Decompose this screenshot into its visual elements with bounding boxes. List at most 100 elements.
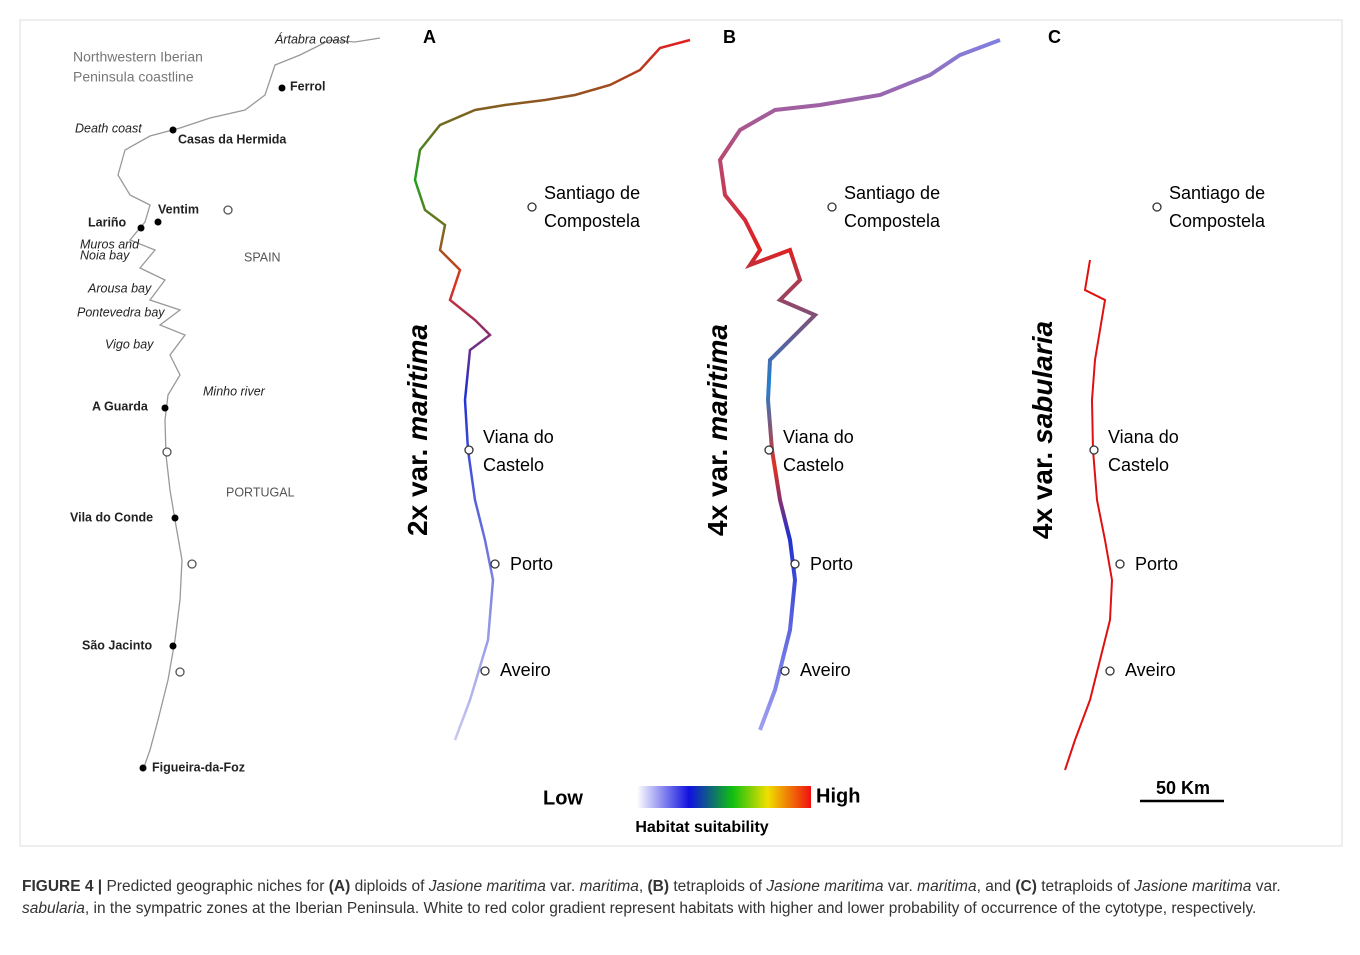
city-label: Castelo [783, 455, 844, 475]
city-label: Aveiro [1125, 660, 1176, 680]
city-label: Compostela [844, 211, 941, 231]
panel-title: 4x var. sabularia [1027, 321, 1058, 539]
caption-segment: var. [883, 878, 918, 895]
city-label: Santiago de [544, 183, 640, 203]
map-label: Vigo bay [105, 337, 154, 351]
city-circle [780, 666, 790, 676]
city-circle [175, 667, 185, 677]
panel-label: C [1048, 27, 1061, 47]
town-dot [139, 764, 147, 772]
figure-frame [19, 19, 1343, 847]
map-label: Death coast [75, 121, 142, 135]
map-label: Minho river [203, 384, 266, 398]
city-label: Viana do [783, 427, 854, 447]
legend-low: Low [543, 787, 583, 809]
panel-label: A [423, 27, 436, 47]
city-label: Santiago de [844, 183, 940, 203]
map-label: Pontevedra bay [77, 305, 165, 319]
city-label: Viana do [1108, 427, 1179, 447]
city-circle [764, 445, 774, 455]
caption-segment: FIGURE 4 | [22, 878, 103, 895]
caption-segment: diploids of [350, 878, 429, 895]
map-label: Ventim [158, 202, 199, 216]
legend-high: High [816, 785, 860, 807]
map-label: SPAIN [244, 250, 281, 264]
panel-title: 4x var. maritima [702, 324, 733, 536]
map-label: A Guarda [92, 399, 149, 413]
map-label: Lariño [88, 215, 127, 229]
caption-segment: Jasione maritima [766, 878, 884, 895]
title-prefix: 4x var. [702, 449, 733, 536]
suitability-coast-a [413, 38, 691, 741]
town-dot [169, 126, 177, 134]
city-label: Porto [510, 554, 553, 574]
title-species: sabularia [1027, 321, 1058, 444]
town-dot [171, 514, 179, 522]
title-species: maritima [402, 324, 433, 441]
caption-segment: , [638, 878, 648, 895]
city-label: Aveiro [800, 660, 851, 680]
map-label: Ártabra coast [274, 31, 350, 46]
caption-segment: (A) [328, 878, 351, 895]
figure: Low High Habitat suitability 50 Km North… [19, 19, 1343, 847]
town-dot [161, 404, 169, 412]
city-circle [1152, 202, 1162, 212]
caption-segment: sabularia [22, 900, 85, 917]
caption-segment: tetraploids of [1036, 878, 1135, 895]
city-circle [1115, 559, 1125, 569]
city-label: Compostela [1169, 211, 1266, 231]
city-label: Aveiro [500, 660, 551, 680]
suitability-coast-c [1064, 259, 1114, 771]
map-label: PORTUGAL [226, 485, 295, 499]
city-circle [527, 202, 537, 212]
caption-segment: var. [1251, 878, 1281, 895]
city-circle [790, 559, 800, 569]
panel-title: 2x var. maritima [402, 324, 433, 536]
map-label: Muros and [80, 237, 140, 251]
suitability-coast-b [717, 38, 1001, 731]
map-label: Casas da Hermida [178, 132, 287, 146]
caption-segment: maritima [917, 878, 977, 895]
map-label: Figueira-da-Foz [152, 760, 245, 774]
caption-segment: maritima [579, 878, 639, 895]
city-circle [1105, 666, 1115, 676]
map-label: São Jacinto [82, 638, 153, 652]
city-circle [223, 205, 233, 215]
caption-segment: var. [545, 878, 580, 895]
caption-segment: (C) [1015, 878, 1037, 895]
city-circle [187, 559, 197, 569]
city-circle [162, 447, 172, 457]
scale-label: 50 Km [1156, 778, 1210, 798]
city-label: Santiago de [1169, 183, 1265, 203]
caption-segment: Predicted geographic niches for [102, 878, 329, 895]
map-title: Northwestern Iberian [73, 49, 203, 65]
coastline [117, 37, 381, 771]
caption-segment: Jasione maritima [1134, 878, 1252, 895]
town-dot [137, 224, 145, 232]
map-label: Ferrol [290, 79, 325, 93]
city-label: Viana do [483, 427, 554, 447]
map-label: Vila do Conde [70, 510, 153, 524]
city-circle [480, 666, 490, 676]
town-dot [169, 642, 177, 650]
city-label: Castelo [1108, 455, 1169, 475]
caption-segment: , in the sympatric zones at the Iberian … [84, 900, 1257, 917]
map-title: Peninsula coastline [73, 69, 194, 85]
caption-segment: Jasione maritima [428, 878, 546, 895]
town-dot [278, 84, 286, 92]
caption-segment: (B) [647, 878, 670, 895]
caption-segment: tetraploids of [669, 878, 767, 895]
town-dot [154, 218, 162, 226]
map-label: Noia bay [80, 248, 130, 262]
caption: FIGURE 4 | Predicted geographic niches f… [22, 876, 1332, 920]
city-circle [827, 202, 837, 212]
caption-segment: , and [976, 878, 1016, 895]
city-circle [464, 445, 474, 455]
title-prefix: 4x var. [1027, 452, 1058, 539]
title-prefix: 2x var. [402, 449, 433, 536]
map-label: Arousa bay [87, 281, 152, 295]
title-species: maritima [702, 324, 733, 441]
city-circle [1089, 445, 1099, 455]
city-label: Porto [810, 554, 853, 574]
